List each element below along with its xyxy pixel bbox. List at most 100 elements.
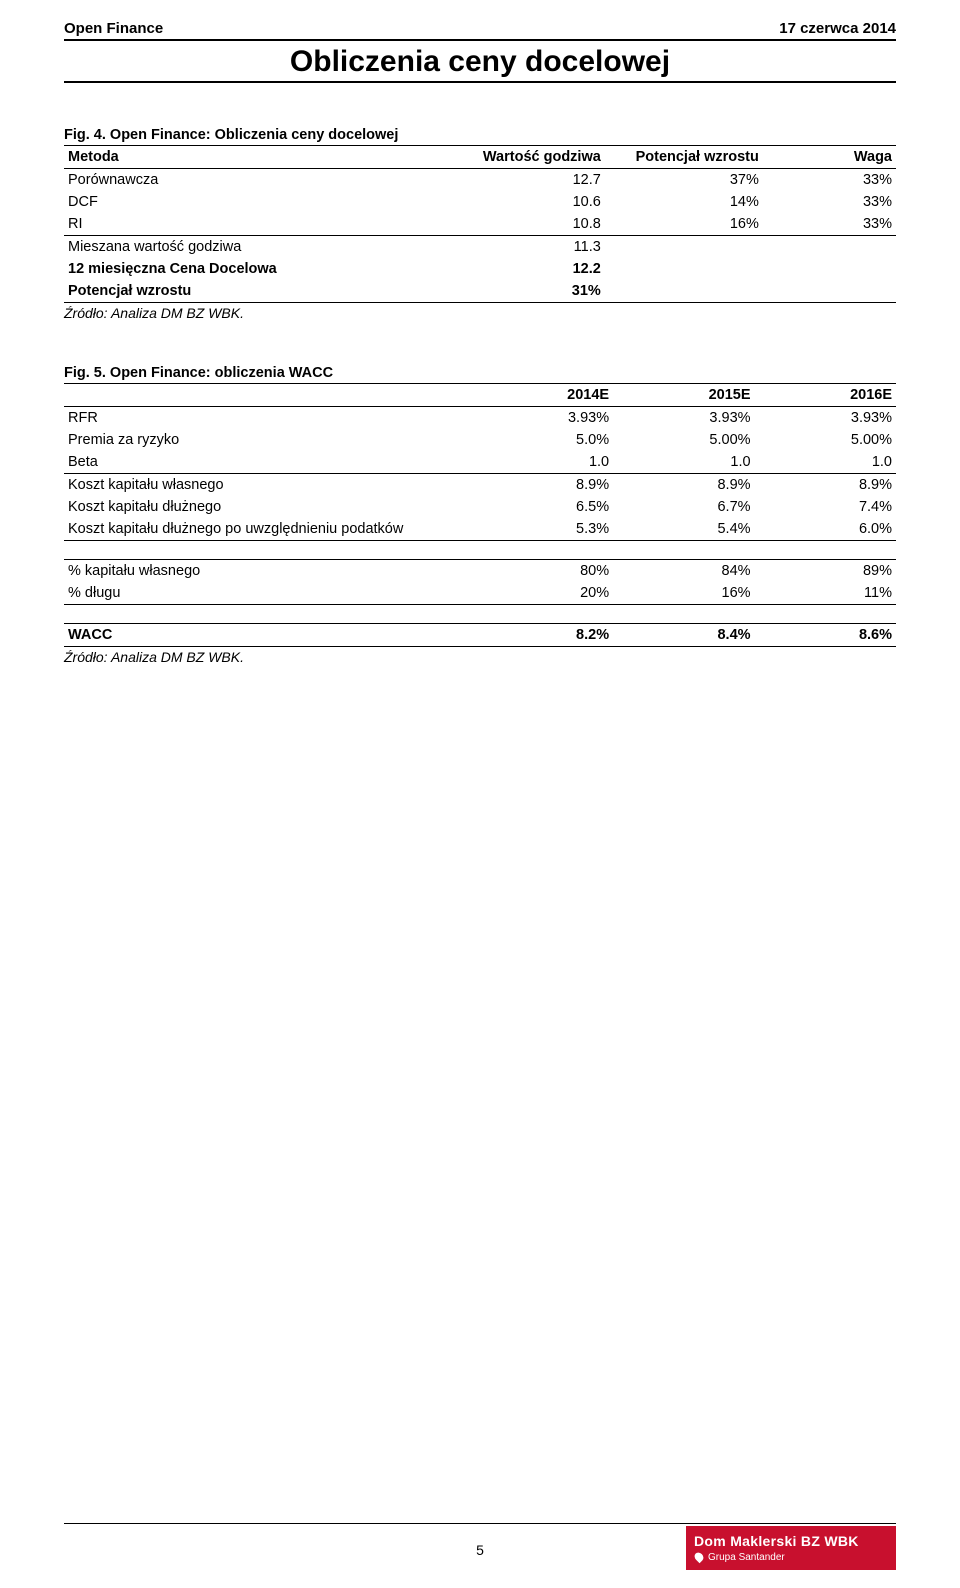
- cell: 31%: [447, 280, 605, 303]
- cell: 3.93%: [613, 407, 754, 430]
- cell: 8.2%: [472, 624, 613, 647]
- cell-label: Porównawcza: [64, 169, 447, 192]
- cell: 89%: [755, 560, 896, 583]
- cell: 14%: [605, 191, 763, 213]
- table1: Metoda Wartość godziwa Potencjał wzrostu…: [64, 145, 896, 303]
- cell: 1.0: [755, 451, 896, 474]
- cell: 10.8: [447, 213, 605, 236]
- page-title: Obliczenia ceny docelowej: [64, 45, 896, 79]
- table-row: Beta 1.0 1.0 1.0: [64, 451, 896, 474]
- cell: 6.0%: [755, 518, 896, 541]
- table-row: % długu 20% 16% 11%: [64, 582, 896, 605]
- cell: 33%: [763, 213, 896, 236]
- table-row: RFR 3.93% 3.93% 3.93%: [64, 407, 896, 430]
- table2-col-3: 2016E: [755, 384, 896, 407]
- cell: 8.9%: [472, 474, 613, 497]
- header-company: Open Finance: [64, 20, 163, 37]
- table1-col-3: Waga: [763, 146, 896, 169]
- cell: 33%: [763, 169, 896, 192]
- table-row: % kapitału własnego 80% 84% 89%: [64, 560, 896, 583]
- cell: [763, 236, 896, 259]
- cell: 80%: [472, 560, 613, 583]
- cell: 3.93%: [472, 407, 613, 430]
- cell: 5.0%: [472, 429, 613, 451]
- cell: 33%: [763, 191, 896, 213]
- table1-col-1: Wartość godziwa: [447, 146, 605, 169]
- table2-col-2: 2015E: [613, 384, 754, 407]
- cell: [763, 258, 896, 280]
- cell: 6.7%: [613, 496, 754, 518]
- cell: 8.9%: [755, 474, 896, 497]
- table2c: WACC 8.2% 8.4% 8.6%: [64, 623, 896, 647]
- table1-col-2: Potencjał wzrostu: [605, 146, 763, 169]
- cell: 37%: [605, 169, 763, 192]
- cell: 5.3%: [472, 518, 613, 541]
- page: Open Finance 17 czerwca 2014 Obliczenia …: [0, 0, 960, 1588]
- cell: 20%: [472, 582, 613, 605]
- flame-icon: [693, 1551, 705, 1563]
- table-row: RI 10.8 16% 33%: [64, 213, 896, 236]
- spacer: [64, 605, 896, 623]
- logo-sub-label: Grupa Santander: [708, 1552, 785, 1563]
- cell: 1.0: [613, 451, 754, 474]
- cell: 8.9%: [613, 474, 754, 497]
- logo-sub-text: Grupa Santander: [694, 1551, 888, 1563]
- table-row: Premia za ryzyko 5.0% 5.00% 5.00%: [64, 429, 896, 451]
- cell-label: % kapitału własnego: [64, 560, 472, 583]
- cell-label: Beta: [64, 451, 472, 474]
- cell: 8.4%: [613, 624, 754, 647]
- cell: 12.7: [447, 169, 605, 192]
- table-row: Mieszana wartość godziwa 11.3: [64, 236, 896, 259]
- cell: 16%: [613, 582, 754, 605]
- spacer: [64, 321, 896, 365]
- cell-label: Potencjał wzrostu: [64, 280, 447, 303]
- cell-label: Koszt kapitału dłużnego po uwzględnieniu…: [64, 518, 472, 541]
- cell: 12.2: [447, 258, 605, 280]
- cell: 1.0: [472, 451, 613, 474]
- logo-main-text: Dom Maklerski BZ WBK: [694, 1533, 888, 1549]
- cell: 8.6%: [755, 624, 896, 647]
- table-row: WACC 8.2% 8.4% 8.6%: [64, 624, 896, 647]
- table2-col-0: [64, 384, 472, 407]
- table2: 2014E 2015E 2016E RFR 3.93% 3.93% 3.93% …: [64, 383, 896, 541]
- page-header: Open Finance 17 czerwca 2014: [64, 20, 896, 39]
- cell: [763, 280, 896, 303]
- cell-label: Koszt kapitału dłużnego: [64, 496, 472, 518]
- cell-label: % długu: [64, 582, 472, 605]
- spacer: [64, 541, 896, 559]
- cell: [605, 258, 763, 280]
- cell: 6.5%: [472, 496, 613, 518]
- cell-label: 12 miesięczna Cena Docelowa: [64, 258, 447, 280]
- table-row: DCF 10.6 14% 33%: [64, 191, 896, 213]
- table-row: Koszt kapitału dłużnego 6.5% 6.7% 7.4%: [64, 496, 896, 518]
- cell: [605, 280, 763, 303]
- table2-title: Fig. 5. Open Finance: obliczenia WACC: [64, 365, 896, 381]
- cell-label: Premia za ryzyko: [64, 429, 472, 451]
- cell-label: Mieszana wartość godziwa: [64, 236, 447, 259]
- table-row: Potencjał wzrostu 31%: [64, 280, 896, 303]
- cell-label: DCF: [64, 191, 447, 213]
- table1-title: Fig. 4. Open Finance: Obliczenia ceny do…: [64, 127, 896, 143]
- cell: 5.4%: [613, 518, 754, 541]
- cell: 11%: [755, 582, 896, 605]
- page-footer: 5 Dom Maklerski BZ WBK Grupa Santander: [64, 1523, 896, 1570]
- cell: 16%: [605, 213, 763, 236]
- table2-source: Źródło: Analiza DM BZ WBK.: [64, 649, 896, 665]
- cell: 11.3: [447, 236, 605, 259]
- cell: 10.6: [447, 191, 605, 213]
- header-rule: [64, 39, 896, 41]
- table-row: Porównawcza 12.7 37% 33%: [64, 169, 896, 192]
- brokerage-logo: Dom Maklerski BZ WBK Grupa Santander: [686, 1526, 896, 1570]
- cell: 84%: [613, 560, 754, 583]
- table-row: Koszt kapitału dłużnego po uwzględnieniu…: [64, 518, 896, 541]
- table-row: Koszt kapitału własnego 8.9% 8.9% 8.9%: [64, 474, 896, 497]
- footer-rule: [64, 1523, 896, 1524]
- cell: 5.00%: [755, 429, 896, 451]
- cell-label: RI: [64, 213, 447, 236]
- cell: 3.93%: [755, 407, 896, 430]
- table2-col-1: 2014E: [472, 384, 613, 407]
- table1-source: Źródło: Analiza DM BZ WBK.: [64, 305, 896, 321]
- footer-content: 5 Dom Maklerski BZ WBK Grupa Santander: [64, 1530, 896, 1570]
- header-date: 17 czerwca 2014: [779, 20, 896, 37]
- table1-col-0: Metoda: [64, 146, 447, 169]
